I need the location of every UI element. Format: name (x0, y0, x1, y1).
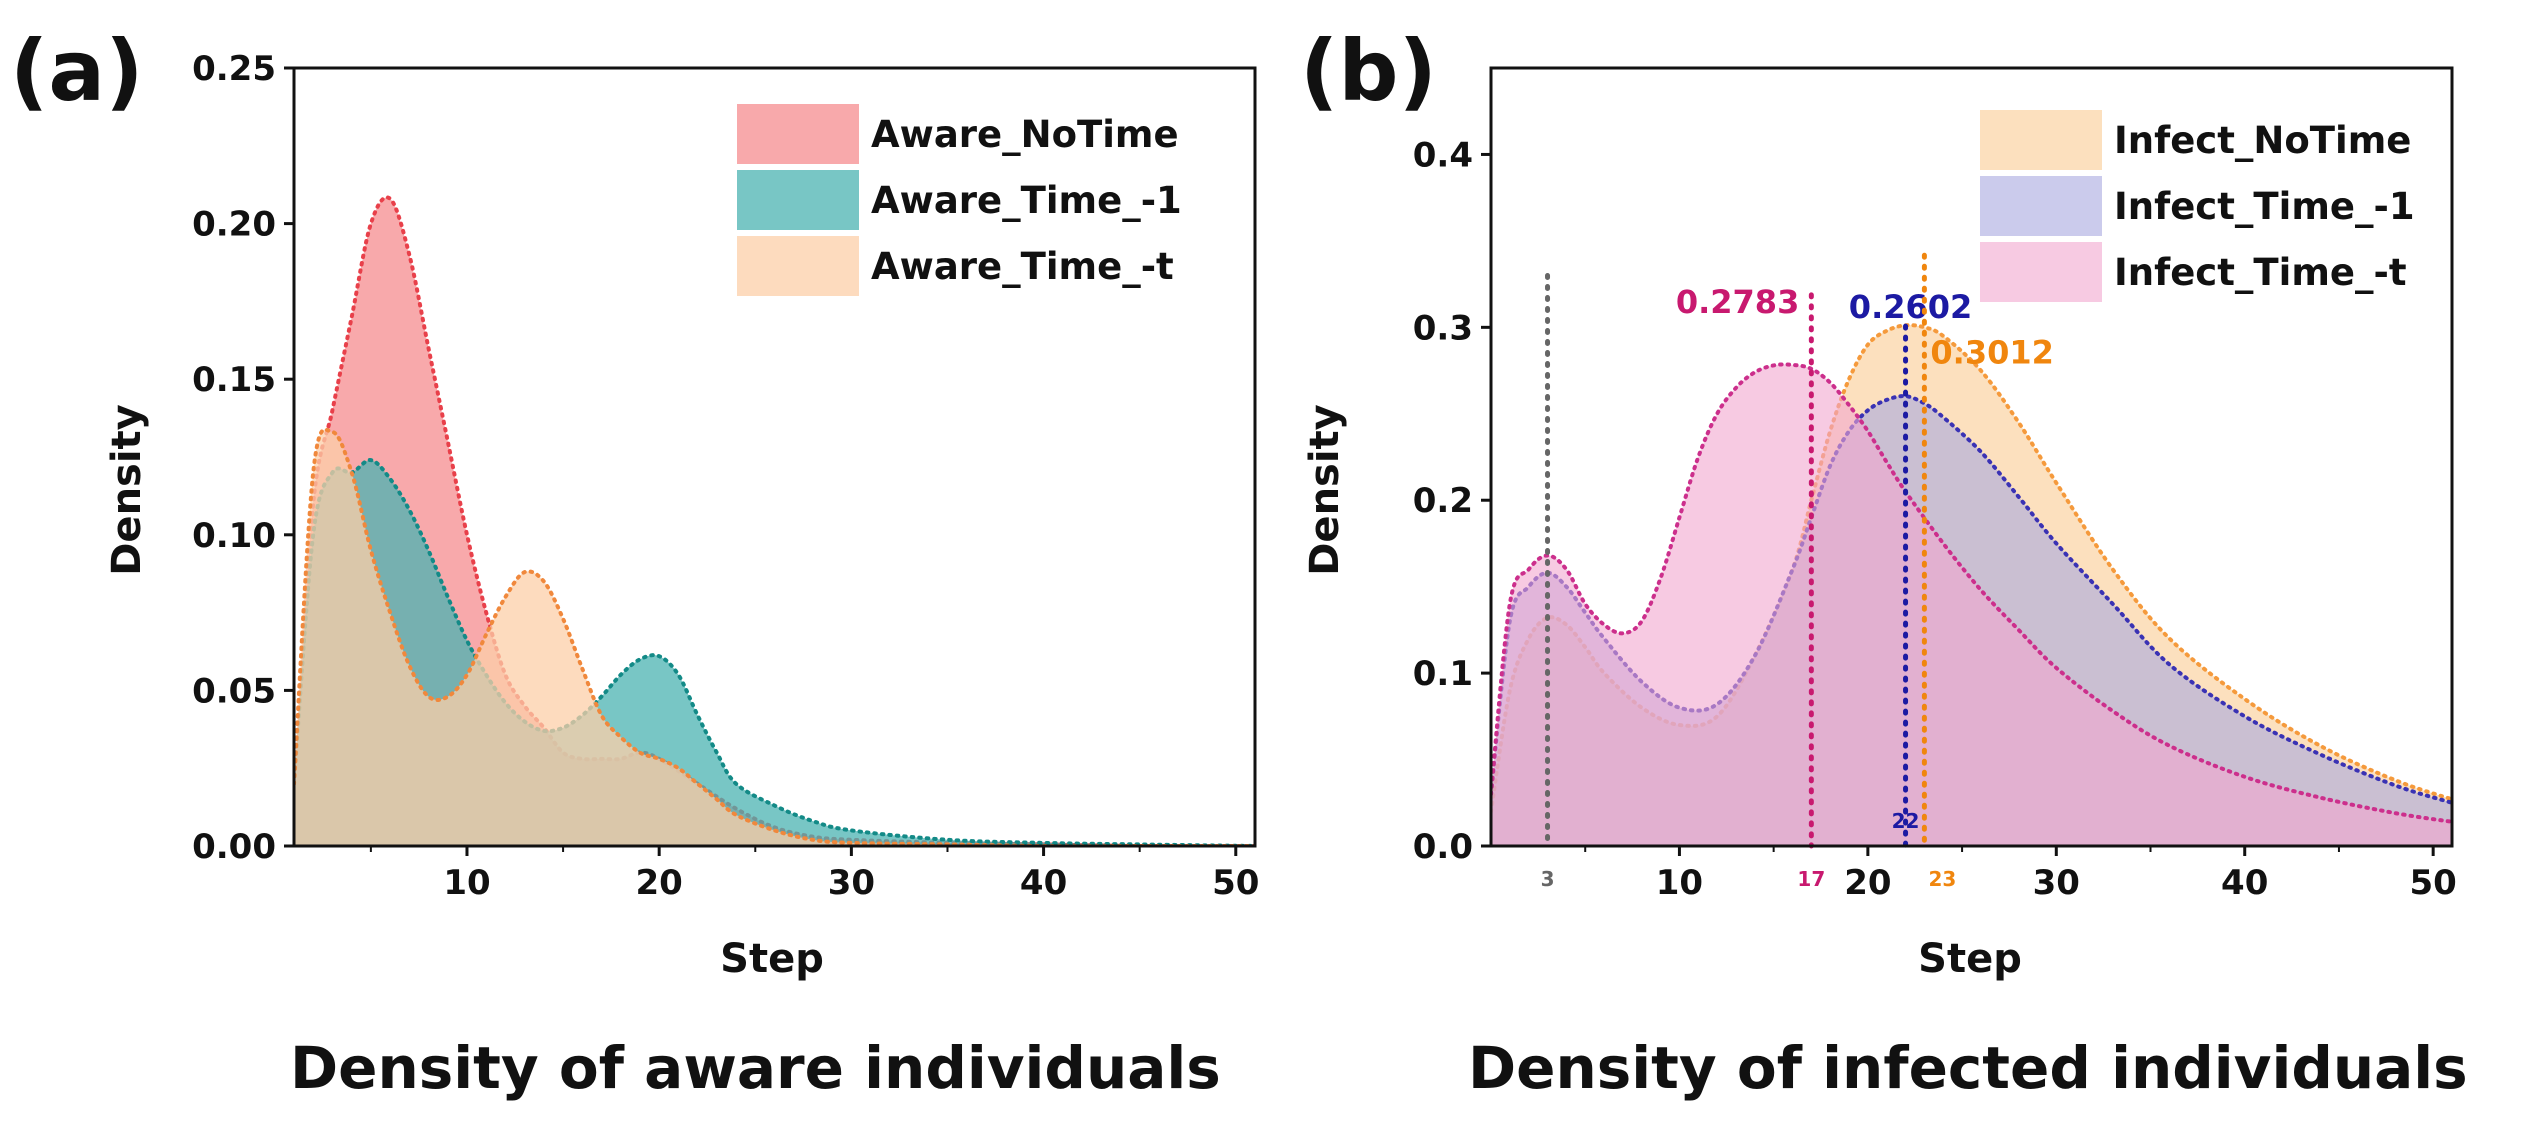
panel-a-legend-swatch-2 (737, 236, 859, 296)
panel-b-ytick-label: 0.0 (1413, 827, 1473, 867)
panel-b-ylabel: Density (1302, 404, 1348, 576)
panel-b-legend-swatch-2 (1980, 242, 2102, 302)
panel-a-xlabel: Step (720, 936, 824, 982)
panel-a-legend-label-0: Aware_NoTime (871, 113, 1179, 156)
panel-b-series-2-area (1491, 364, 2452, 846)
panel-b-xtick-label: 40 (2221, 863, 2268, 903)
panel-b-letter: (b) (1300, 22, 1437, 120)
panel-b-xtick-label: 20 (1844, 863, 1891, 903)
panel-a-xtick-label: 10 (443, 863, 490, 903)
panel-b-legend-label-1: Infect_Time_-1 (2114, 185, 2415, 228)
panel-b-annotation-tick-1: 22 (1892, 809, 1920, 833)
panel-a-xtick-label: 30 (828, 863, 875, 903)
panel-a-ytick-label: 0.25 (192, 49, 276, 89)
panel-a-ytick-label: 0.20 (192, 205, 276, 245)
panel-b-ytick-label: 0.1 (1413, 654, 1473, 694)
panel-b-legend-swatch-0 (1980, 110, 2102, 170)
panel-a-legend-label-1: Aware_Time_-1 (871, 179, 1182, 222)
panel-a-series-2-line (294, 427, 1255, 846)
panel-b-annotation-tick-3: 3 (1541, 867, 1555, 891)
panel-b-annotation-value-1: 0.2602 (1849, 288, 1972, 326)
panel-a-letter: (a) (10, 22, 143, 120)
panel-b-plot-area (1491, 323, 2452, 846)
panel-a-legend-swatch-1 (737, 170, 859, 230)
panel-a-ytick-label: 0.00 (192, 827, 276, 867)
panel-b-frame (1489, 66, 2454, 848)
panel-a-plot-area (294, 195, 1255, 846)
panel-b-annotation-value-2: 0.3012 (1930, 333, 2053, 371)
panel-b-annotation-tick-0: 17 (1797, 867, 1825, 891)
panel-b-annotation-tick-2: 23 (1928, 867, 1956, 891)
panel-a-xtick-label: 40 (1020, 863, 1067, 903)
panel-b-xtick-label: 30 (2033, 863, 2080, 903)
panel-b-legend-swatch-1 (1980, 176, 2102, 236)
panel-b-legend-label-0: Infect_NoTime (2114, 119, 2411, 162)
panel-a-series-2-area (294, 429, 1255, 846)
panel-b-xlabel: Step (1918, 936, 2022, 982)
panel-b-annotation-value-0: 0.2783 (1676, 283, 1799, 321)
panel-b-ytick-label: 0.4 (1413, 135, 1473, 175)
panel-a-xtick-label: 20 (636, 863, 683, 903)
panel-b-ytick-label: 0.2 (1413, 481, 1473, 521)
panel-a-plot: 10 20 30 40 50 0.00 0.05 0.10 0.15 0.20 0.25 Aware_… (192, 49, 1259, 903)
panel-a-ytick-label: 0.05 (192, 671, 276, 711)
panel-a-legend-label-2: Aware_Time_-t (871, 245, 1174, 288)
panel-a-xtick-label: 50 (1212, 863, 1259, 903)
panel-b-caption: Density of infected individuals (1468, 1034, 2468, 1102)
panel-a-ytick-label: 0.10 (192, 516, 276, 556)
panel-a-legend-swatch-0 (737, 104, 859, 164)
panel-a-ytick-label: 0.15 (192, 360, 276, 400)
panel-a-ylabel: Density (104, 404, 150, 576)
panel-b-xtick-label: 50 (2409, 863, 2456, 903)
panel-b-legend-label-2: Infect_Time_-t (2114, 251, 2407, 294)
panel-a-series-1-line (294, 458, 1255, 846)
panel-b-ytick-label: 0.3 (1413, 308, 1473, 348)
panel-b-xtick-label: 10 (1656, 863, 1703, 903)
panel-a-caption: Density of aware individuals (290, 1034, 1221, 1102)
panel-b-plot: 0.2783 17 0.2602 22 0.3012 23 3 10 20 30 40 50 0.0 0.… (1413, 66, 2457, 903)
panel-a-frame (292, 66, 1257, 848)
